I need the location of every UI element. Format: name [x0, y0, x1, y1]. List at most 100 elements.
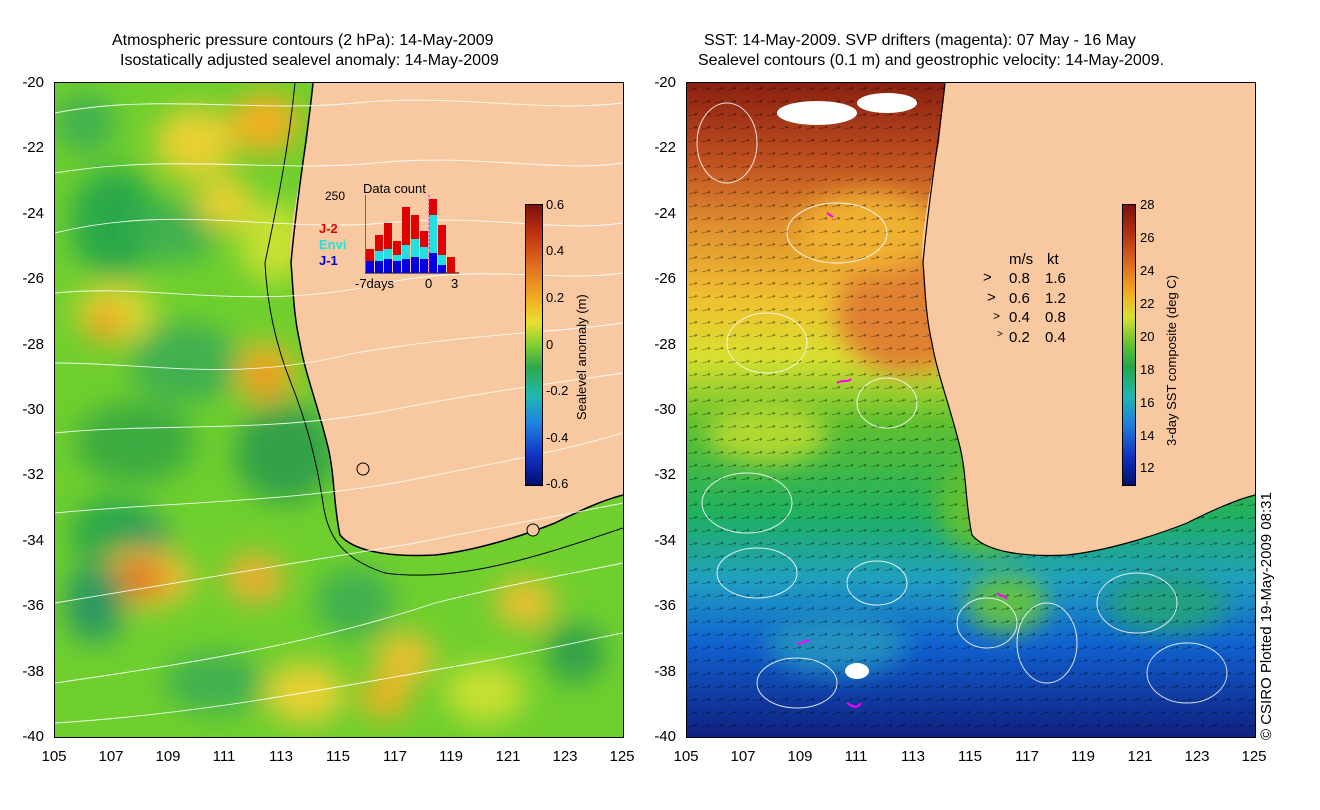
left-y-tick: -26	[22, 270, 44, 287]
left-y-tick: -34	[22, 532, 44, 549]
histogram-bars	[366, 199, 455, 273]
left-y-tick: -32	[22, 466, 44, 483]
sst-cbar-tick: 24	[1140, 263, 1155, 278]
right-y-tick: -22	[654, 139, 676, 156]
left-x-tick: 107	[98, 748, 124, 765]
right-x-tick: 115	[958, 748, 982, 765]
sst-cbar-tick: 22	[1140, 296, 1155, 311]
left-y-tick: -24	[22, 205, 44, 222]
left-y-tick: -28	[22, 336, 44, 353]
velocity-legend-arrow: >	[987, 289, 996, 306]
sst-cbar-tick: 18	[1140, 362, 1155, 377]
right-x-tick: 125	[1241, 748, 1267, 765]
sla-anomaly-blobs	[55, 93, 605, 723]
right-x-tick: 119	[1071, 748, 1095, 765]
sst-svg	[687, 83, 1255, 737]
velocity-legend-header-kt: kt	[1047, 251, 1059, 268]
right-x-tick: 111	[844, 748, 868, 765]
right-title-line2: Sealevel contours (0.1 m) and geostrophi…	[698, 52, 1165, 69]
left-y-tick: -22	[22, 139, 44, 156]
left-y-tick: -30	[22, 401, 44, 418]
sealevel-colorbar	[525, 204, 543, 486]
station-marker-perth	[356, 462, 370, 476]
cloud-gaps	[777, 93, 917, 679]
velocity-legend-ms: 0.8	[1009, 270, 1030, 287]
right-y-tick: -28	[654, 336, 676, 353]
right-y-tick: -34	[654, 532, 676, 549]
data-count-title: Data count	[363, 181, 426, 196]
sealevel-contours	[696, 102, 1228, 709]
velocity-legend-ms: 0.4	[1009, 309, 1030, 326]
sla-cbar-tick: 0.4	[546, 243, 565, 258]
station-marker-albany	[526, 523, 540, 537]
right-y-tick: -40	[654, 728, 676, 745]
pressure-contours	[55, 99, 623, 724]
velocity-legend-kt: 1.2	[1045, 290, 1066, 307]
left-x-tick: 119	[439, 748, 463, 765]
data-count-histogram	[365, 195, 459, 274]
velocity-legend-arrow: >	[993, 309, 1001, 323]
copyright-note: © CSIRO Plotted 19-May-2009 08:31	[1258, 492, 1275, 740]
right-y-tick: -36	[654, 597, 676, 614]
sealevel-anomaly-svg	[55, 83, 623, 737]
left-y-tick: -40	[22, 728, 44, 745]
right-y-tick: -38	[654, 663, 676, 680]
sla-cbar-tick: 0	[546, 337, 554, 352]
left-y-tick: -38	[22, 663, 44, 680]
sla-cbar-tick: -0.6	[546, 476, 569, 491]
sla-cbar-tick: -0.4	[546, 430, 569, 445]
sst-cbar-tick: 28	[1140, 197, 1155, 212]
left-x-tick: 105	[41, 748, 67, 765]
mission-label-j1: J-1	[319, 253, 338, 268]
right-x-tick: 117	[1015, 748, 1039, 765]
velocity-legend-arrow: >	[997, 329, 1003, 340]
mission-label-envi: Envi	[319, 237, 347, 252]
left-title-line2: Isostatically adjusted sealevel anomaly:…	[120, 52, 499, 69]
velocity-legend-arrow: >	[983, 269, 992, 286]
velocity-legend-ms: 0.6	[1009, 290, 1030, 307]
right-y-tick: -20	[654, 74, 676, 91]
left-x-tick: 117	[383, 748, 407, 765]
right-y-tick: -30	[654, 401, 676, 418]
sst-cbar-tick: 20	[1140, 329, 1155, 344]
left-x-tick: 123	[552, 748, 578, 765]
left-x-tick: 121	[495, 748, 521, 765]
left-x-tick: 125	[609, 748, 635, 765]
right-x-tick: 113	[901, 748, 925, 765]
left-y-tick: -36	[22, 597, 44, 614]
velocity-legend-kt: 0.4	[1045, 329, 1066, 346]
sst-colorbar	[1122, 204, 1136, 486]
sealevel-anomaly-map: Data count 250 J-2 Envi J-1 -7days	[54, 82, 624, 738]
data-count-xlabel-zero: 0	[425, 276, 433, 291]
data-count-xlabel-end: 3	[451, 276, 459, 291]
right-title-line1: SST: 14-May-2009. SVP drifters (magenta)…	[704, 32, 1136, 49]
right-x-tick: 105	[673, 748, 699, 765]
right-x-tick: 121	[1127, 748, 1153, 765]
sla-cbar-tick: 0.6	[546, 197, 565, 212]
svp-drifter-tracks	[796, 212, 1008, 708]
sst-cbar-title: 3-day SST composite (deg C)	[1164, 275, 1179, 446]
left-y-tick: -20	[22, 74, 44, 91]
sla-cbar-tick: -0.2	[546, 383, 569, 398]
sla-shelf-contour	[264, 83, 623, 576]
sst-cbar-tick: 12	[1140, 460, 1155, 475]
data-count-xlabel-start: -7days	[355, 276, 395, 291]
sst-coastline	[922, 83, 1255, 557]
sst-map: m/s kt > 0.8 1.6 > 0.6 1.2 > 0.4 0.8 > 0…	[686, 82, 1256, 738]
left-x-tick: 115	[326, 748, 350, 765]
velocity-legend-kt: 0.8	[1045, 309, 1066, 326]
right-y-tick: -32	[654, 466, 676, 483]
left-x-tick: 113	[269, 748, 293, 765]
velocity-legend-header-ms: m/s	[1009, 251, 1034, 268]
data-count-top-tick: 250	[325, 189, 346, 203]
left-title-line1: Atmospheric pressure contours (2 hPa): 1…	[112, 32, 494, 49]
sst-cbar-tick: 16	[1140, 395, 1155, 410]
velocity-legend-kt: 1.6	[1045, 270, 1066, 287]
right-x-tick: 107	[730, 748, 756, 765]
right-x-tick: 109	[787, 748, 813, 765]
sst-land-mass	[922, 83, 1255, 556]
right-y-tick: -26	[654, 270, 676, 287]
sla-cbar-title: Sealevel anomaly (m)	[574, 294, 589, 420]
velocity-legend-ms: 0.2	[1009, 329, 1030, 346]
mission-label-j2: J-2	[319, 221, 338, 236]
